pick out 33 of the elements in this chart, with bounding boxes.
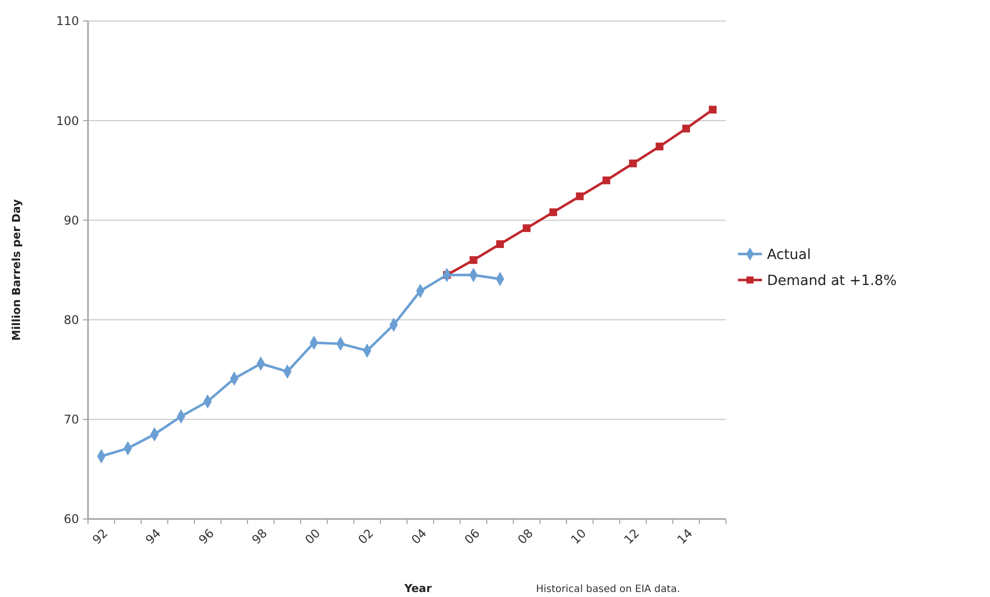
point (522, 224, 530, 232)
point (602, 176, 610, 184)
y-tick-label: 70 (64, 412, 79, 427)
point (496, 240, 504, 248)
y-tick-label: 90 (64, 213, 79, 228)
x-tick-label: 94 (142, 526, 164, 547)
legend-label: Demand at +1.8% (767, 272, 897, 289)
x-tick-label: 92 (90, 526, 110, 547)
x-tick-label: 12 (621, 526, 642, 547)
x-tick-label: 00 (302, 526, 324, 547)
legend-label: Actual (767, 246, 811, 263)
y-tick-label: 60 (64, 512, 79, 526)
y-tick-label: 100 (56, 114, 79, 128)
y-tick-label: 110 (56, 14, 79, 28)
point (470, 256, 478, 264)
point (708, 106, 717, 114)
x-tick-label: 02 (356, 526, 376, 547)
x-tick-label: 04 (408, 526, 430, 547)
y-axis-title: Million Barrels per Day (10, 199, 23, 341)
point (682, 124, 690, 132)
x-tick-label: 14 (674, 526, 696, 547)
x-tick-label: 08 (515, 526, 536, 547)
text: Historical based on EIA data. (536, 584, 680, 595)
x-tick-label: 10 (568, 526, 589, 547)
x-tick-label: 06 (462, 526, 483, 547)
x-tick-label: 96 (196, 526, 217, 547)
point (656, 142, 664, 150)
x-axis-title: Year (403, 582, 432, 595)
x-tick-label: 98 (249, 526, 270, 547)
point (629, 160, 637, 168)
point (576, 192, 584, 200)
y-tick-label: 80 (64, 313, 79, 327)
point (549, 208, 558, 216)
